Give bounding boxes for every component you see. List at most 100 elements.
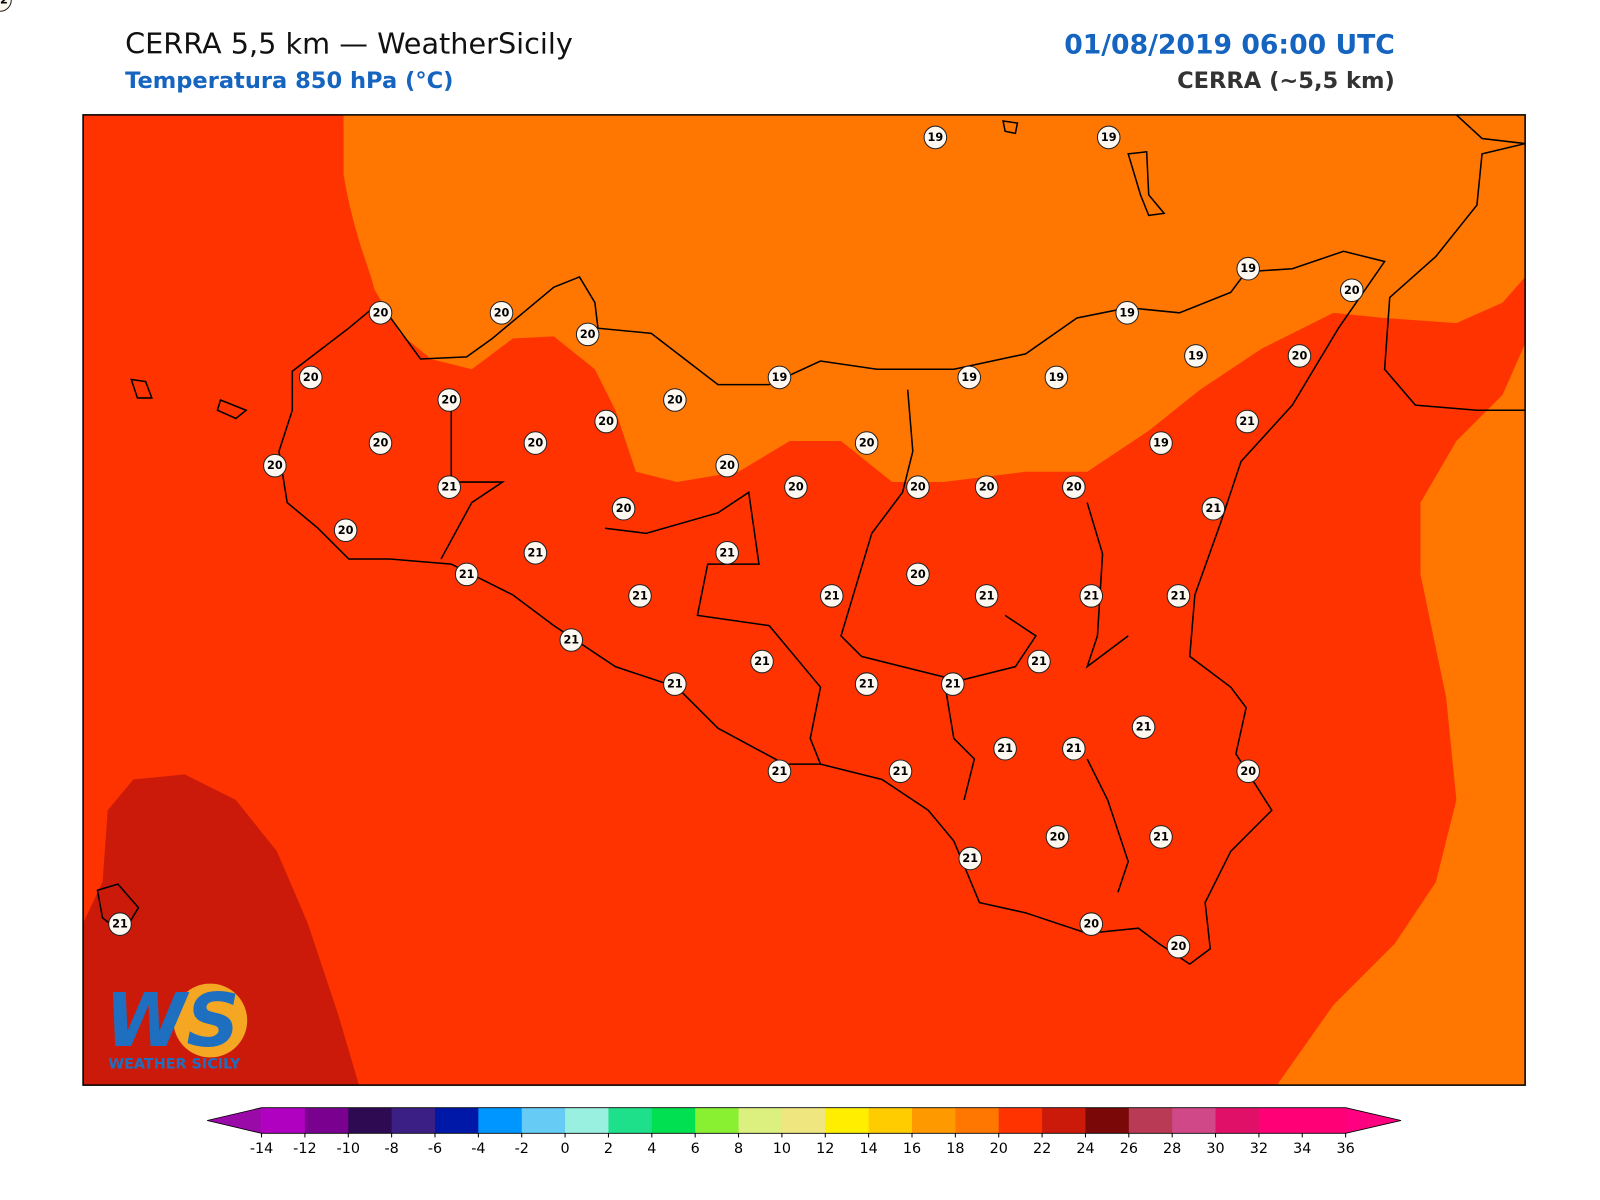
station-marker (1096, 125, 1121, 150)
title: CERRA 5,5 km — WeatherSicily (125, 26, 573, 60)
station-marker (767, 365, 792, 390)
colorbar-segment (1042, 1107, 1086, 1134)
station-marker (437, 475, 462, 499)
station-marker (1287, 344, 1312, 368)
station-value: 21 (1205, 502, 1221, 515)
colorbar-tick-label: 20 (990, 1141, 1008, 1157)
colorbar-tick-label: -12 (293, 1141, 316, 1157)
station-value: 19 (772, 371, 788, 384)
station-value: 21 (997, 742, 1013, 755)
station-value: 20 (441, 394, 457, 407)
station-marker (575, 322, 600, 347)
colorbar-segment (781, 1107, 826, 1134)
station-value: 19 (1153, 437, 1169, 450)
station-marker (1166, 584, 1191, 608)
station-value: 20 (1344, 284, 1360, 297)
colorbar-tick-label: 12 (816, 1141, 834, 1157)
station-marker (767, 759, 792, 784)
station-value: 21 (893, 765, 909, 778)
station-value: 20 (580, 328, 596, 341)
map-area (83, 114, 1526, 1086)
station-value: 20 (616, 502, 632, 515)
colorbar-segment (651, 1107, 696, 1134)
colorbar-tick-label: 6 (691, 1141, 700, 1157)
station-marker (715, 541, 739, 565)
station-marker (1131, 715, 1156, 739)
subtitle: Temperatura 850 hPa (°C) (125, 68, 453, 94)
colorbar-tick-label: 8 (734, 1141, 743, 1157)
map-frame (82, 114, 1526, 1086)
colorbar-segment (434, 1107, 479, 1134)
station-marker (0, 0, 12, 12)
station-value: 21 (719, 546, 735, 559)
colorbar-segment (998, 1107, 1043, 1134)
colorbar-tick-label: -8 (384, 1141, 398, 1157)
colorbar-extension (207, 1107, 262, 1134)
station-marker (523, 541, 548, 565)
station-marker (1045, 825, 1070, 849)
colorbar-segment (1085, 1107, 1130, 1134)
colorbar-segment (1128, 1107, 1173, 1134)
colorbar-tick-label: -2 (515, 1141, 529, 1157)
station-value: 19 (1101, 131, 1117, 144)
station-marker (854, 431, 879, 455)
station-value: 20 (1292, 349, 1308, 362)
temperature-field (1276, 343, 1526, 1086)
station-value: 21 (1031, 655, 1047, 668)
station-value: 21 (1083, 589, 1099, 602)
colorbar-tick-label: -10 (337, 1141, 360, 1157)
station-marker (628, 584, 652, 608)
station-value: 20 (598, 415, 614, 428)
station-value: 20 (910, 481, 926, 494)
station-value: 21 (962, 852, 978, 865)
station-value: 20 (1083, 918, 1099, 931)
model-label: CERRA (~5,5 km) (1177, 68, 1395, 94)
station-value: 20 (788, 481, 804, 494)
station-marker (993, 736, 1017, 761)
colorbar-segment (348, 1107, 393, 1134)
station-marker (1235, 409, 1259, 434)
station-value: 21 (1171, 589, 1187, 602)
colorbar-tick-label: 34 (1293, 1141, 1311, 1157)
station-value: 20 (719, 459, 735, 472)
temperature-field (83, 774, 359, 1086)
colorbar-tick-label: 26 (1120, 1141, 1138, 1157)
station-marker (1236, 759, 1260, 784)
station-labels: 19 19 19 19 19 19 19 19 19 20 20 20 20 20 20 20 20 20 20 20… (0, 0, 1364, 959)
station-marker (263, 453, 287, 478)
station-value: 19 (1188, 349, 1204, 362)
station-marker (454, 562, 479, 587)
station-marker (715, 453, 739, 478)
station-marker (1115, 301, 1139, 325)
station-value: 20 (667, 394, 683, 407)
station-value: 21 (632, 589, 648, 602)
colorbar-tick-label: 36 (1337, 1141, 1355, 1157)
colorbar-tick-label: 4 (647, 1141, 656, 1157)
colorbar-segment (261, 1107, 306, 1134)
station-marker (974, 584, 999, 608)
station-marker (1184, 344, 1208, 368)
station-marker (663, 672, 687, 696)
station-value: 20 (267, 459, 283, 472)
station-marker (1044, 365, 1069, 390)
station-marker (1236, 256, 1260, 281)
coastline (96, 114, 1526, 966)
station-marker (489, 301, 514, 325)
station-marker (108, 912, 132, 936)
station-marker (1079, 912, 1104, 936)
station-value: 22 (0, 0, 8, 6)
station-value: 21 (667, 678, 683, 691)
station-marker (1201, 496, 1226, 521)
colorbar-tick-label: -6 (428, 1141, 442, 1157)
logo-sun (173, 983, 248, 1058)
colorbar-tick-label: -4 (471, 1141, 485, 1157)
station-value: 20 (910, 568, 926, 581)
station-marker (906, 562, 930, 587)
station-marker (368, 431, 393, 455)
station-marker (333, 518, 358, 543)
station-value: 21 (754, 655, 770, 668)
logo-text: WEATHER SICILY (108, 1057, 241, 1073)
colorbar-tick-label: 10 (773, 1141, 791, 1157)
station-marker (923, 125, 948, 150)
colorbar-segment (868, 1107, 913, 1134)
